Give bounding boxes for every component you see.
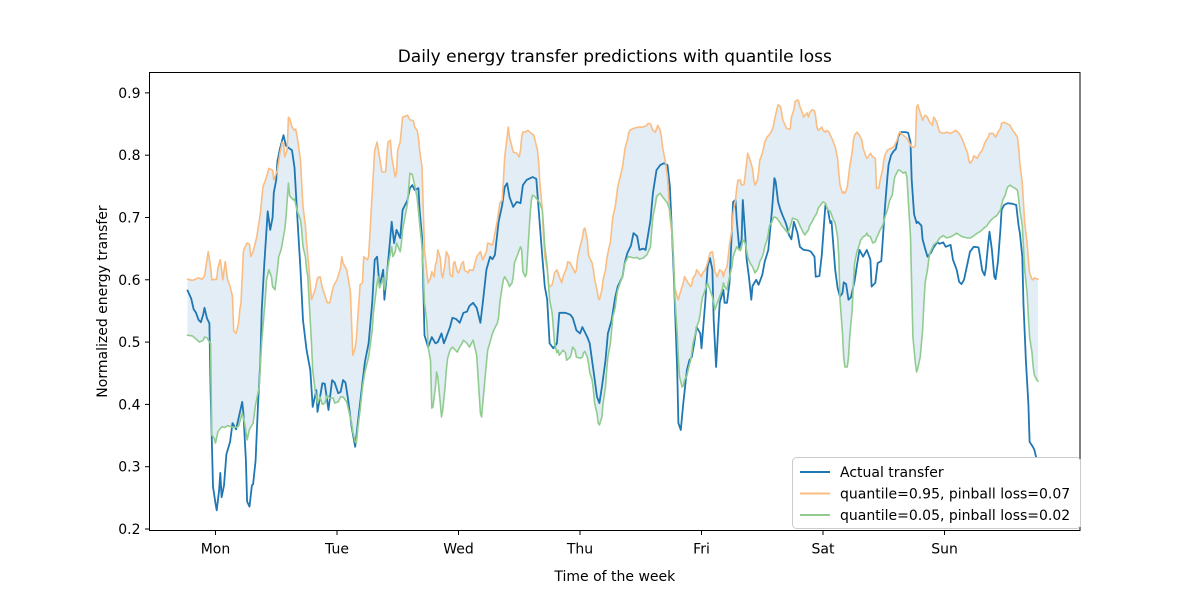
x-tick-label: Mon — [201, 542, 231, 558]
y-tick-label: 0.4 — [118, 397, 140, 413]
quantile-band-fill — [187, 99, 1039, 443]
x-tick-label: Fri — [693, 542, 710, 558]
y-tick-label: 0.7 — [118, 210, 140, 226]
series-q95-line — [186, 98, 1039, 357]
legend-label-q05: quantile=0.05, pinball loss=0.02 — [840, 508, 1070, 524]
legend-label-q95: quantile=0.95, pinball loss=0.07 — [840, 487, 1070, 503]
y-tick-label: 0.9 — [118, 86, 140, 102]
y-tick-label: 0.8 — [118, 148, 140, 164]
plot-area: Mon Tue Wed Thu Fri Sat Sun 0.2 0.3 0.4 0.5 0.6 0.7 0… — [118, 72, 1081, 558]
y-tick-label: 0.2 — [118, 522, 140, 538]
x-tick-label: Wed — [443, 542, 474, 558]
y-axis-label: Normalized energy transfer — [95, 205, 111, 398]
legend-box — [792, 457, 1081, 529]
legend-label-actual: Actual transfer — [840, 465, 944, 481]
x-tick-label: Thu — [566, 542, 593, 558]
y-tick-label: 0.6 — [118, 273, 140, 289]
chart-title: Daily energy transfer predictions with q… — [398, 47, 832, 67]
series-actual-line — [186, 131, 1039, 512]
y-tick-label: 0.3 — [118, 460, 140, 476]
axes-frame — [149, 72, 1081, 531]
series-q05-line — [186, 169, 1039, 444]
y-tick-label: 0.5 — [118, 335, 140, 351]
x-tick-label: Sat — [812, 542, 835, 558]
x-axis-label: Time of the week — [553, 569, 676, 585]
x-tick-label: Tue — [324, 542, 349, 558]
x-tick-label: Sun — [931, 542, 958, 558]
legend: Actual transfer quantile=0.95, pinball l… — [792, 457, 1081, 529]
